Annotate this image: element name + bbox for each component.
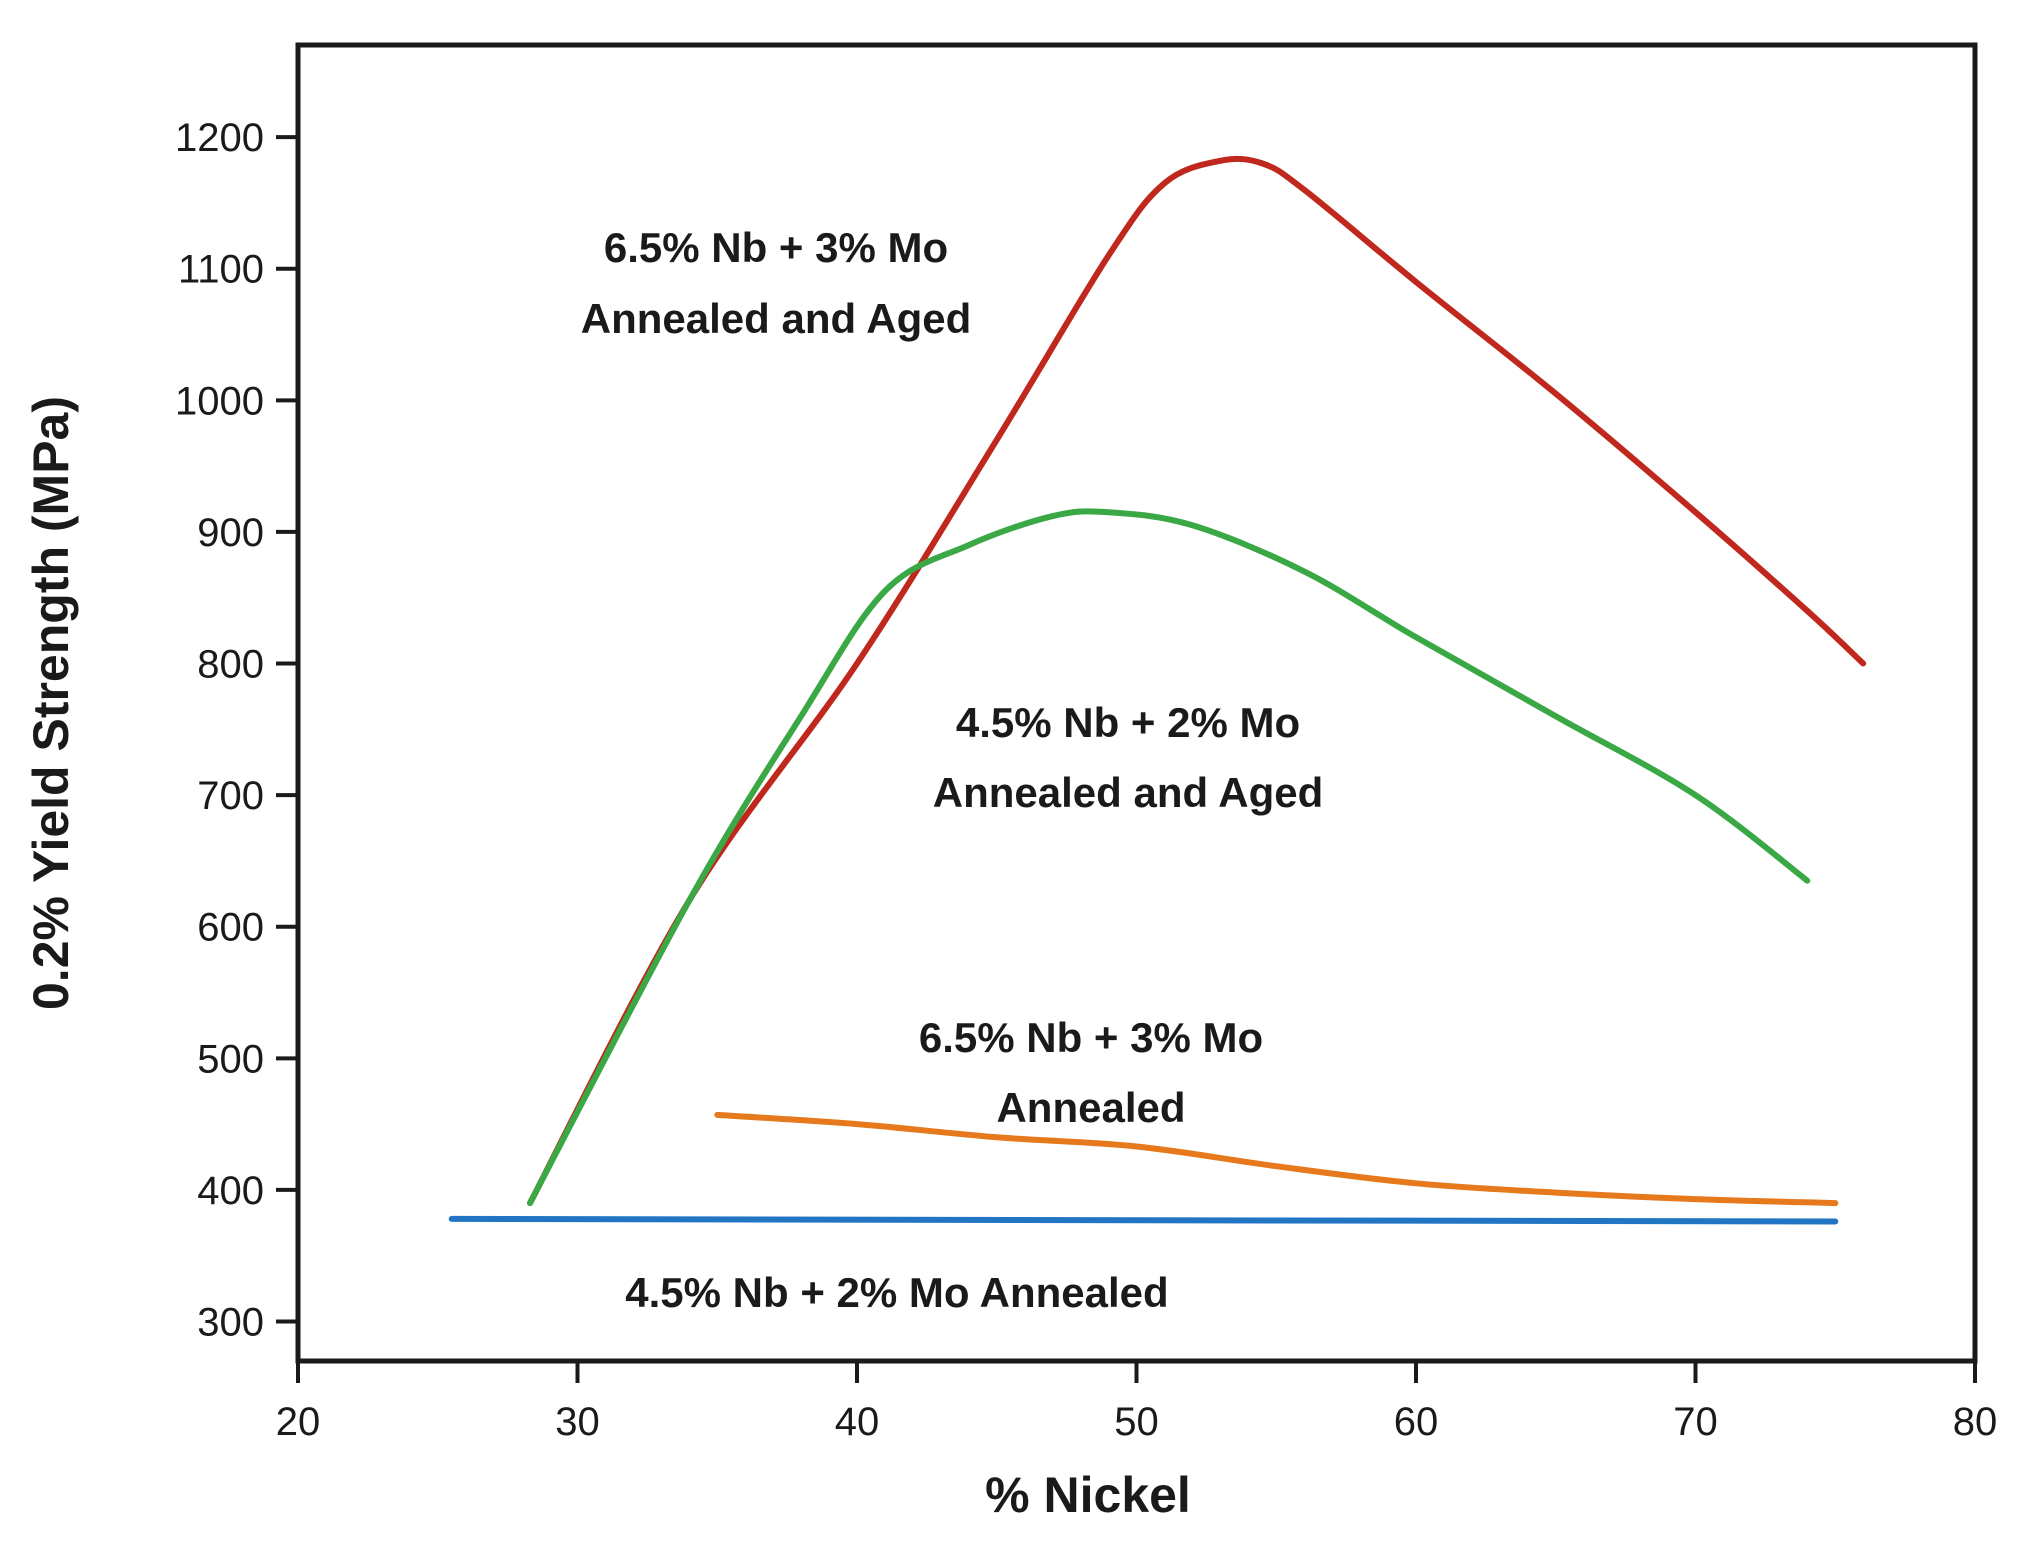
y-tick-label-1100: 1100 [178, 248, 264, 292]
series-lines [448, 155, 1867, 1225]
x-tick-label-40: 40 [835, 1400, 880, 1444]
x-tick-label-20: 20 [276, 1400, 321, 1444]
y-tick-label-400: 400 [197, 1169, 264, 1213]
annotation-red-line2: Annealed and Aged [581, 295, 972, 342]
y-tick-label-300: 300 [197, 1301, 264, 1345]
series-line-3 [448, 1215, 1839, 1225]
y-tick-label-600: 600 [197, 906, 264, 950]
x-tick-label-30: 30 [555, 1400, 600, 1444]
series-line-2 [714, 1111, 1839, 1207]
y-tick-label-500: 500 [197, 1037, 264, 1081]
x-tick-label-70: 70 [1673, 1400, 1718, 1444]
annotation-green-line1: 4.5% Nb + 2% Mo [956, 699, 1300, 746]
series-line-0 [527, 155, 1867, 1207]
x-tick-label-50: 50 [1114, 1400, 1159, 1444]
x-tick-label-60: 60 [1394, 1400, 1439, 1444]
annotation-green-line2: Annealed and Aged [933, 769, 1324, 816]
y-axis: 300 400 500 600 700 800 900 1000 1100 1200 [175, 116, 298, 1345]
x-axis: 20 30 40 50 60 70 80 [276, 1361, 1998, 1444]
y-tick-label-1000: 1000 [175, 379, 264, 423]
y-tick-label-700: 700 [197, 774, 264, 818]
y-axis-title: 0.2% Yield Strength (MPa) [23, 396, 79, 1010]
y-tick-label-1200: 1200 [175, 116, 264, 160]
x-tick-label-80: 80 [1953, 1400, 1998, 1444]
y-tick-label-800: 800 [197, 643, 264, 687]
annotation-orange-line1: 6.5% Nb + 3% Mo [919, 1014, 1263, 1061]
annotation-orange-line2: Annealed [996, 1084, 1185, 1131]
annotation-blue: 4.5% Nb + 2% Mo Annealed [625, 1269, 1168, 1316]
annotation-red-line1: 6.5% Nb + 3% Mo [604, 224, 948, 271]
y-tick-label-900: 900 [197, 511, 264, 555]
series-line-1 [527, 508, 1811, 1207]
x-axis-title: % Nickel [985, 1467, 1191, 1523]
